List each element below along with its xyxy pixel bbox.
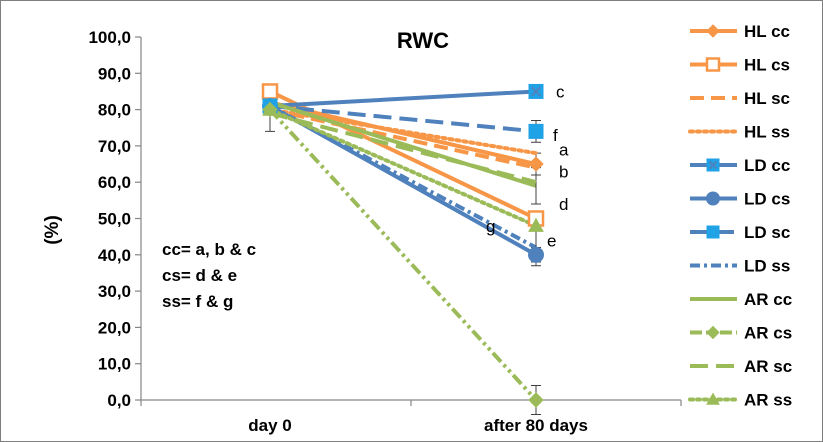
y-tick-label: 80,0 [98,101,131,120]
legend-item-ar-cc: AR cc [690,290,792,309]
legend-label: LD sc [744,223,790,242]
point-letter-c: c [556,82,565,101]
legend-item-ld-cc: LD cc [690,156,790,175]
y-tick-label: 70,0 [98,137,131,156]
legend-item-ld-sc: LD sc [690,223,790,242]
legend-item-hl-sc: HL sc [690,89,790,108]
point-letter-f: f [553,126,558,145]
point-letter-e: e [547,231,556,250]
chart-title: RWC [397,28,449,53]
series-line-ar-sc [269,111,537,185]
y-tick-label: 90,0 [98,64,131,83]
series-markers [261,83,545,408]
annotation-line: cs= d & e [162,266,237,285]
annotation-line: cc= a, b & c [162,240,256,259]
marker-triangle [706,392,720,405]
x-tick-label: day 0 [248,416,291,435]
y-tick-label: 60,0 [98,173,131,192]
marker-square-open [705,57,721,72]
legend-item-ld-cs: LD cs [690,190,790,209]
point-letter-b: b [559,162,568,181]
legend: HL cc HL cs HL sc HL ss LD cc LD cs LD sc LD ss… [688,22,792,410]
y-tick-label: 30,0 [98,282,131,301]
legend-item-ld-ss: LD ss [690,257,790,276]
series-line-ar-cc [269,100,537,188]
y-tick-label: 10,0 [98,355,131,374]
y-tick-label: 100,0 [88,28,131,47]
legend-label: AR sc [744,357,792,376]
series-line-ar-ss [268,107,538,228]
marker-diamond [706,325,720,340]
marker-triangle [262,101,278,116]
marker-diamond [528,392,544,408]
legend-label: LD cc [744,156,790,175]
series-line-ld-cc [269,89,537,108]
legend-label: LD cs [744,190,790,209]
series-line-ar-cs [268,108,538,402]
legend-item-ar-cs: AR cs [690,324,792,343]
marker-square [706,225,720,239]
legend-label: HL ss [744,123,790,142]
annotation-line: ss= f & g [162,292,233,311]
axes: 0,0 10,0 20,0 30,0 40,0 50,0 60,0 70,0 80,0 90,0 1… [88,28,682,435]
legend-label: AR cc [744,290,792,309]
point-letter-d: d [559,195,568,214]
legend-item-hl-cs: HL cs [690,56,790,75]
legend-label: AR ss [744,391,792,410]
x-tick-label: after 80 days [484,416,588,435]
series-line-hl-sc [269,107,537,170]
legend-label: HL cc [744,22,790,41]
legend-item-hl-ss: HL ss [688,123,790,142]
marker-circle [528,246,544,263]
marker-cross [531,86,541,97]
annotation: cc= a, b & c cs= d & e ss= f & g [162,240,256,311]
y-tick-label: 40,0 [98,246,131,265]
y-tick-label: 20,0 [98,318,131,337]
y-axis-label: (%) [42,215,63,245]
series-line-ld-sc [269,103,537,134]
marker-circle [706,191,720,206]
point-letter-g: g [486,217,495,236]
point-letter-a: a [559,141,569,160]
legend-label: HL sc [744,89,790,108]
legend-item-hl-cc: HL cc [690,22,790,41]
legend-label: HL cs [744,56,790,75]
marker-square [528,123,544,139]
series-line-hl-cs [269,89,537,221]
series-lines [265,87,541,416]
legend-label: LD ss [744,257,790,276]
marker-diamond [706,24,720,38]
marker-cross [708,160,718,170]
legend-item-ar-sc: AR sc [690,357,792,376]
y-tick-label: 0,0 [107,391,131,410]
legend-item-ar-ss: AR ss [688,391,792,410]
legend-label: AR cs [744,324,792,343]
marker-square-open [261,83,279,100]
marker-triangle [528,217,544,232]
marker-diamond [528,156,544,172]
y-tick-label: 50,0 [98,210,131,229]
